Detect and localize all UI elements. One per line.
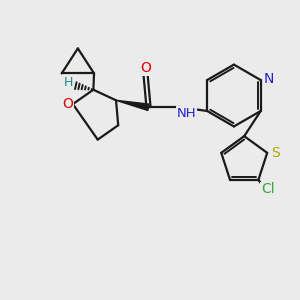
Text: O: O bbox=[141, 61, 152, 75]
Polygon shape bbox=[116, 100, 149, 110]
Text: H: H bbox=[64, 76, 74, 89]
Text: Cl: Cl bbox=[261, 182, 275, 197]
Text: O: O bbox=[62, 97, 73, 111]
Text: N: N bbox=[263, 72, 274, 86]
Text: NH: NH bbox=[176, 107, 196, 120]
Text: S: S bbox=[271, 146, 280, 160]
